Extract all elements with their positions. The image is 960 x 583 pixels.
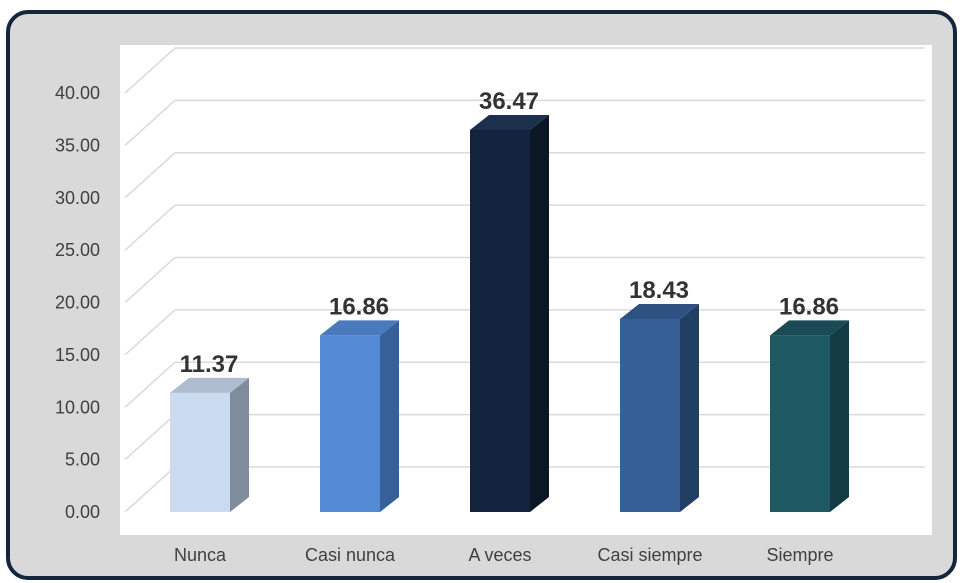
y-tick-label: 0.00 xyxy=(65,502,100,522)
gridline-diagonal xyxy=(124,204,176,251)
gridline-diagonal xyxy=(124,99,176,146)
bar xyxy=(620,318,680,512)
bar xyxy=(320,335,380,512)
bars xyxy=(170,114,849,513)
bar-side xyxy=(830,320,849,512)
bar xyxy=(170,392,230,512)
data-labels: 11.37 16.86 36.47 18.43 16.86 xyxy=(180,88,839,378)
x-tick-label: Casi siempre xyxy=(597,545,702,565)
gridline-diagonal xyxy=(124,309,176,356)
bar xyxy=(770,335,830,512)
y-axis-ticks: 0.00 5.00 10.00 15.00 20.00 25.00 30.00 35.00 40… xyxy=(55,83,100,522)
y-tick-label: 20.00 xyxy=(55,293,100,313)
y-tick-label: 5.00 xyxy=(65,450,100,470)
x-tick-label: Casi nunca xyxy=(305,545,396,565)
bar-side xyxy=(680,303,699,512)
x-tick-label: A veces xyxy=(468,545,531,565)
bar xyxy=(470,129,530,512)
gridline-diagonal xyxy=(124,256,176,304)
gridline-diagonal xyxy=(124,414,176,461)
bar-top xyxy=(470,114,549,130)
y-tick-label: 15.00 xyxy=(55,345,100,365)
bar-side xyxy=(530,114,549,513)
data-label: 18.43 xyxy=(629,277,689,304)
x-axis-categories: Nunca Casi nunca A veces Casi siempre Siempr… xyxy=(174,545,834,565)
x-tick-label: Nunca xyxy=(174,545,227,565)
bar-top xyxy=(320,320,399,336)
data-label: 11.37 xyxy=(180,351,239,378)
gridline-diagonal xyxy=(124,152,176,199)
y-tick-label: 10.00 xyxy=(55,397,100,417)
data-label: 16.86 xyxy=(329,293,389,320)
gridline-diagonal xyxy=(124,47,176,94)
data-label: 36.47 xyxy=(479,88,539,115)
bar-side xyxy=(380,320,399,512)
bar-top xyxy=(170,377,249,393)
data-label: 16.86 xyxy=(779,293,839,320)
gridline-diagonal xyxy=(124,466,176,513)
bar-top xyxy=(620,303,699,319)
y-tick-label: 30.00 xyxy=(55,188,100,208)
bar-top xyxy=(770,320,849,336)
y-tick-label: 40.00 xyxy=(55,83,100,103)
gridline-diagonal xyxy=(124,361,176,408)
y-tick-label: 35.00 xyxy=(55,135,100,155)
x-tick-label: Siempre xyxy=(766,545,833,565)
bar-side xyxy=(230,377,249,512)
y-tick-label: 25.00 xyxy=(55,240,100,260)
